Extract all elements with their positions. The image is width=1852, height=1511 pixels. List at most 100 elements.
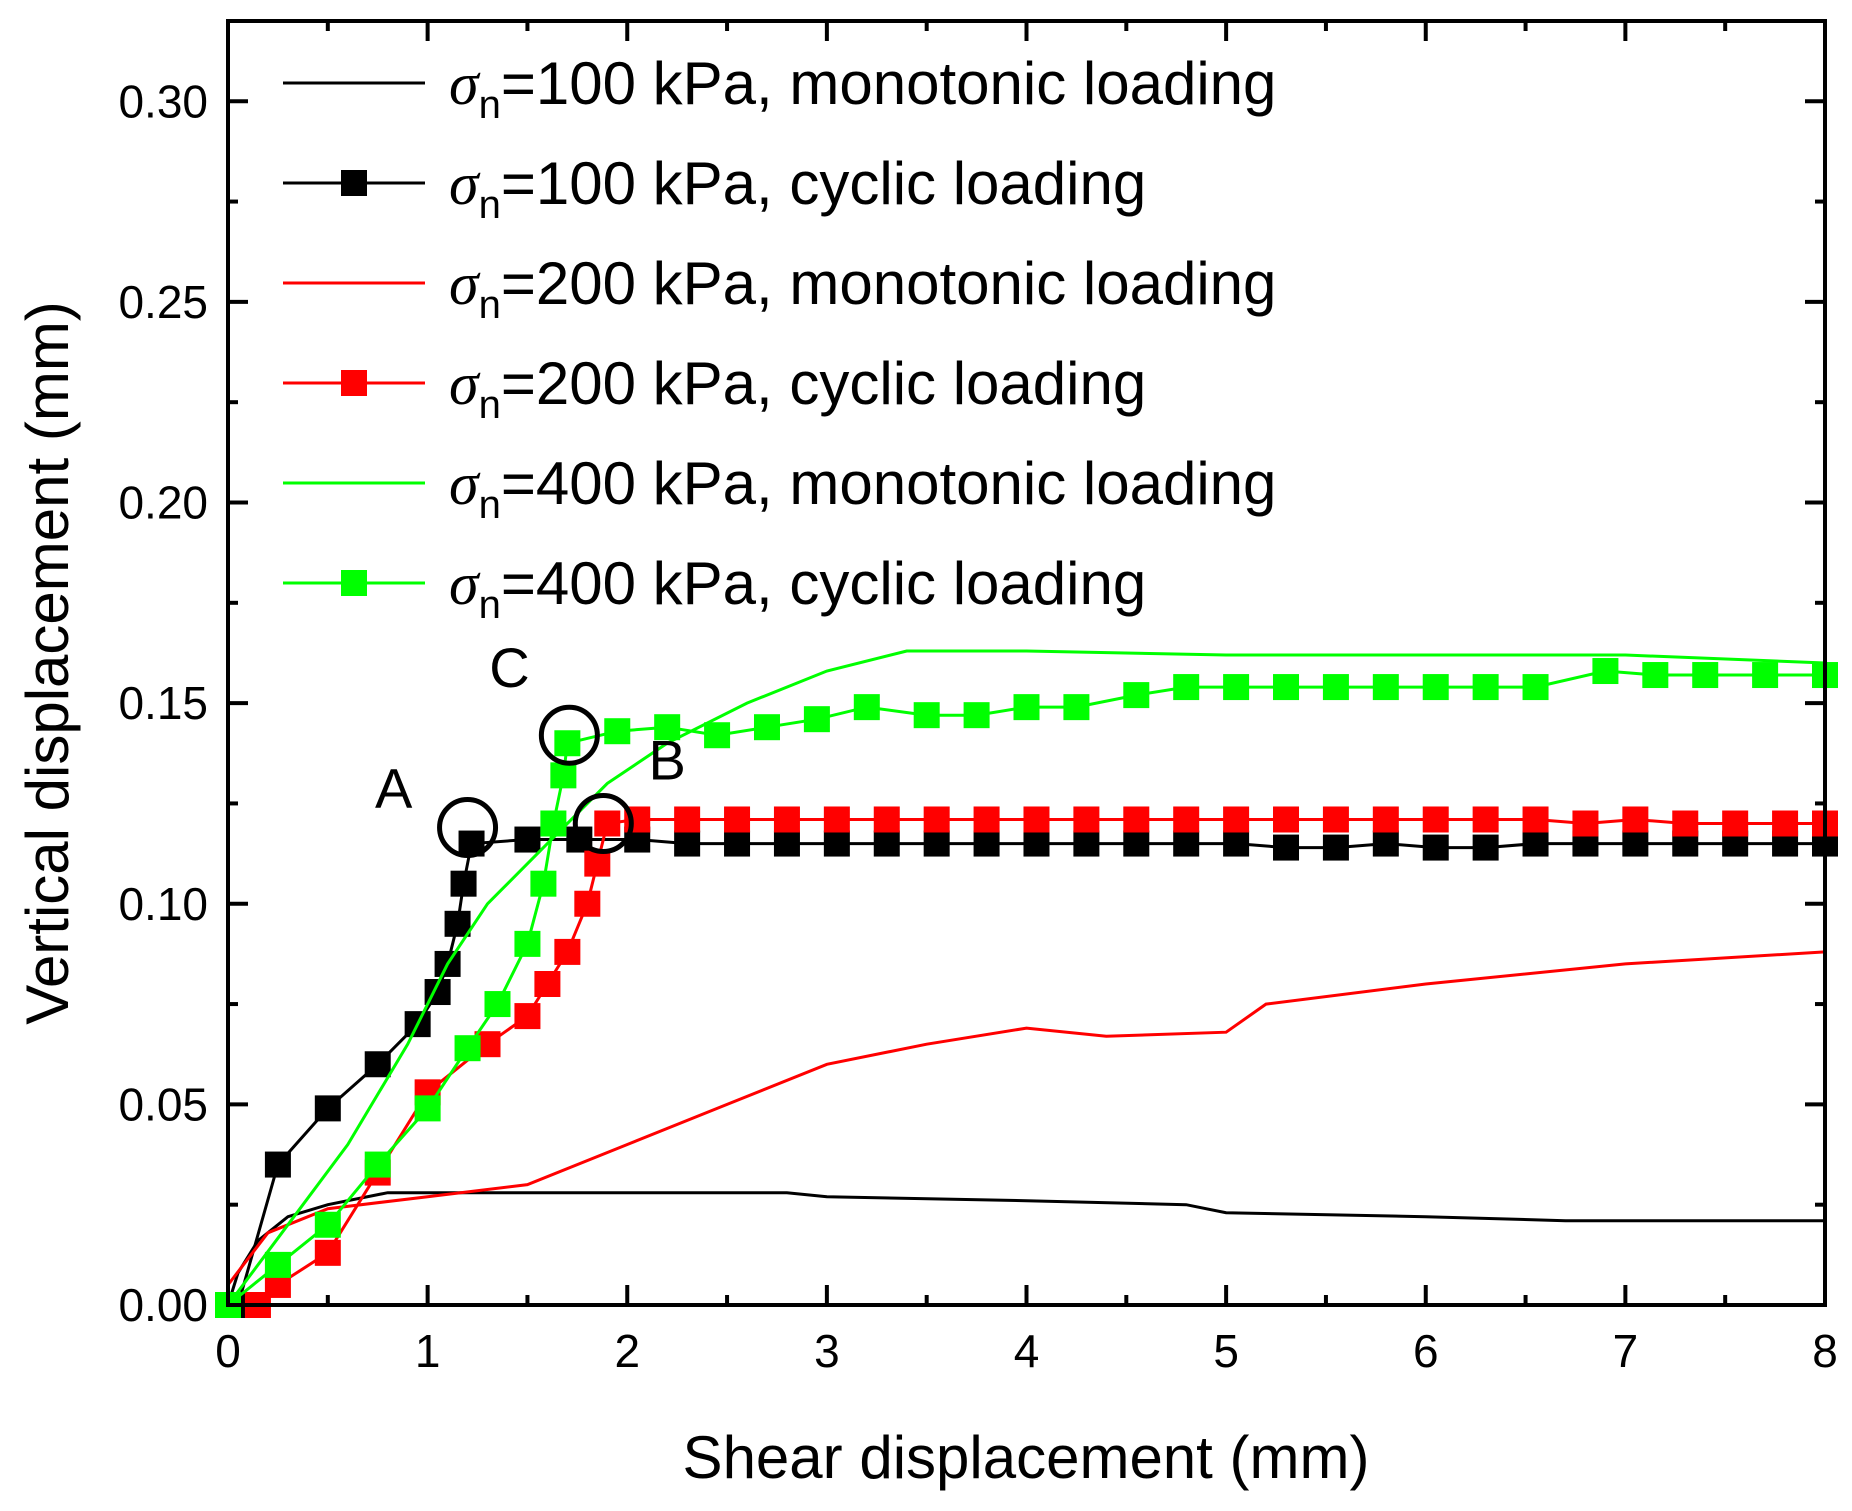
- y-tick-label: 0.05: [118, 1078, 208, 1130]
- series-layer: [215, 649, 1838, 1318]
- data-point-marker: [823, 830, 850, 857]
- data-point-marker: [450, 870, 477, 897]
- legend-label: σn=400 kPa, cyclic loading: [449, 550, 1146, 627]
- data-point-marker: [594, 810, 621, 837]
- legend-item: σn=400 kPa, monotonic loading: [283, 450, 1276, 527]
- data-point-marker: [1173, 806, 1200, 833]
- data-point-marker: [1522, 806, 1549, 833]
- data-point-marker: [873, 830, 900, 857]
- data-point-marker: [584, 850, 611, 877]
- data-point-marker: [1322, 806, 1349, 833]
- data-point-marker: [873, 806, 900, 833]
- data-point-marker: [364, 1051, 391, 1078]
- x-tick-label: 5: [1213, 1325, 1239, 1377]
- data-point-marker: [454, 1035, 481, 1062]
- data-point-marker: [1273, 674, 1300, 701]
- x-tick-label: 1: [415, 1325, 441, 1377]
- series-line: [256, 817, 1825, 1307]
- data-point-marker: [540, 810, 567, 837]
- annotation-circle: [538, 704, 600, 766]
- x-tick-label: 4: [1014, 1325, 1040, 1377]
- data-point-marker: [773, 830, 800, 857]
- data-point-marker: [1522, 674, 1549, 701]
- data-point-marker: [514, 930, 541, 957]
- legend: σn=100 kPa, monotonic loading σn=100 kPa,…: [283, 50, 1276, 627]
- legend-item: σn=200 kPa, cyclic loading: [283, 350, 1146, 427]
- data-point-marker: [773, 806, 800, 833]
- legend-marker: [341, 370, 367, 396]
- data-point-marker: [1073, 830, 1100, 857]
- data-point-marker: [1752, 662, 1779, 689]
- data-point-marker: [1572, 810, 1599, 837]
- legend-label: σn=200 kPa, monotonic loading: [449, 250, 1276, 327]
- series-5: [215, 658, 1838, 1318]
- data-point-marker: [264, 1151, 291, 1178]
- data-point-marker: [724, 830, 751, 857]
- y-tick-label: 0.30: [118, 75, 208, 127]
- data-point-marker: [514, 1003, 541, 1030]
- y-tick-label: 0.00: [118, 1279, 208, 1331]
- annotation-circle: [437, 797, 499, 859]
- data-point-marker: [550, 762, 577, 789]
- data-point-marker: [1063, 694, 1090, 721]
- data-point-marker: [534, 971, 561, 997]
- data-point-marker: [1013, 694, 1040, 721]
- data-point-marker: [803, 706, 830, 733]
- legend-label: σn=200 kPa, cyclic loading: [449, 350, 1146, 427]
- data-point-marker: [1472, 674, 1499, 701]
- legend-item: σn=200 kPa, monotonic loading: [283, 250, 1276, 327]
- data-point-marker: [1223, 806, 1250, 833]
- annotation-label: B: [648, 728, 685, 791]
- data-point-marker: [923, 830, 950, 857]
- y-axis-title: Vertical displacement (mm): [14, 301, 81, 1025]
- data-point-marker: [1422, 674, 1449, 701]
- data-point-marker: [913, 702, 940, 729]
- x-axis-title: Shear displacement (mm): [683, 1424, 1370, 1491]
- x-tick-label: 2: [614, 1325, 640, 1377]
- series-line: [226, 649, 1826, 1306]
- data-point-marker: [963, 702, 990, 729]
- data-point-marker: [654, 714, 681, 741]
- data-point-marker: [1722, 810, 1749, 837]
- data-point-marker: [1772, 810, 1799, 837]
- series-line: [227, 669, 1825, 1307]
- data-point-marker: [554, 938, 581, 965]
- data-point-marker: [753, 714, 780, 741]
- data-point-marker: [1273, 806, 1300, 833]
- data-point-marker: [1173, 830, 1200, 857]
- y-tick-label: 0.20: [118, 477, 208, 529]
- y-tick-label: 0.25: [118, 276, 208, 328]
- x-tick-label: 8: [1812, 1325, 1838, 1377]
- legend-marker: [341, 170, 367, 196]
- data-point-marker: [530, 870, 557, 897]
- data-point-marker: [1123, 830, 1150, 857]
- legend-label: σn=100 kPa, monotonic loading: [449, 50, 1276, 127]
- data-point-marker: [554, 730, 581, 757]
- legend-marker: [341, 570, 367, 596]
- data-point-marker: [823, 806, 850, 833]
- series-line: [236, 838, 1825, 1306]
- legend-label: σn=400 kPa, monotonic loading: [449, 450, 1276, 527]
- annotations: A B C: [375, 636, 686, 859]
- data-point-marker: [1422, 806, 1449, 833]
- data-point-marker: [1472, 806, 1499, 833]
- data-point-marker: [674, 830, 701, 857]
- data-point-marker: [314, 1239, 341, 1266]
- data-point-marker: [973, 830, 1000, 857]
- series-4: [226, 649, 1826, 1306]
- data-point-marker: [1422, 834, 1449, 861]
- data-point-marker: [1322, 674, 1349, 701]
- data-point-marker: [973, 806, 1000, 833]
- data-point-marker: [1023, 830, 1050, 857]
- series-3: [244, 806, 1838, 1318]
- x-tick-label: 3: [814, 1325, 840, 1377]
- data-point-marker: [1472, 834, 1499, 861]
- data-point-marker: [484, 991, 511, 1018]
- annotation-label: A: [375, 756, 413, 819]
- data-point-marker: [444, 910, 471, 937]
- data-point-marker: [674, 806, 701, 833]
- data-point-marker: [1073, 806, 1100, 833]
- data-point-marker: [704, 722, 731, 749]
- data-point-marker: [724, 806, 751, 833]
